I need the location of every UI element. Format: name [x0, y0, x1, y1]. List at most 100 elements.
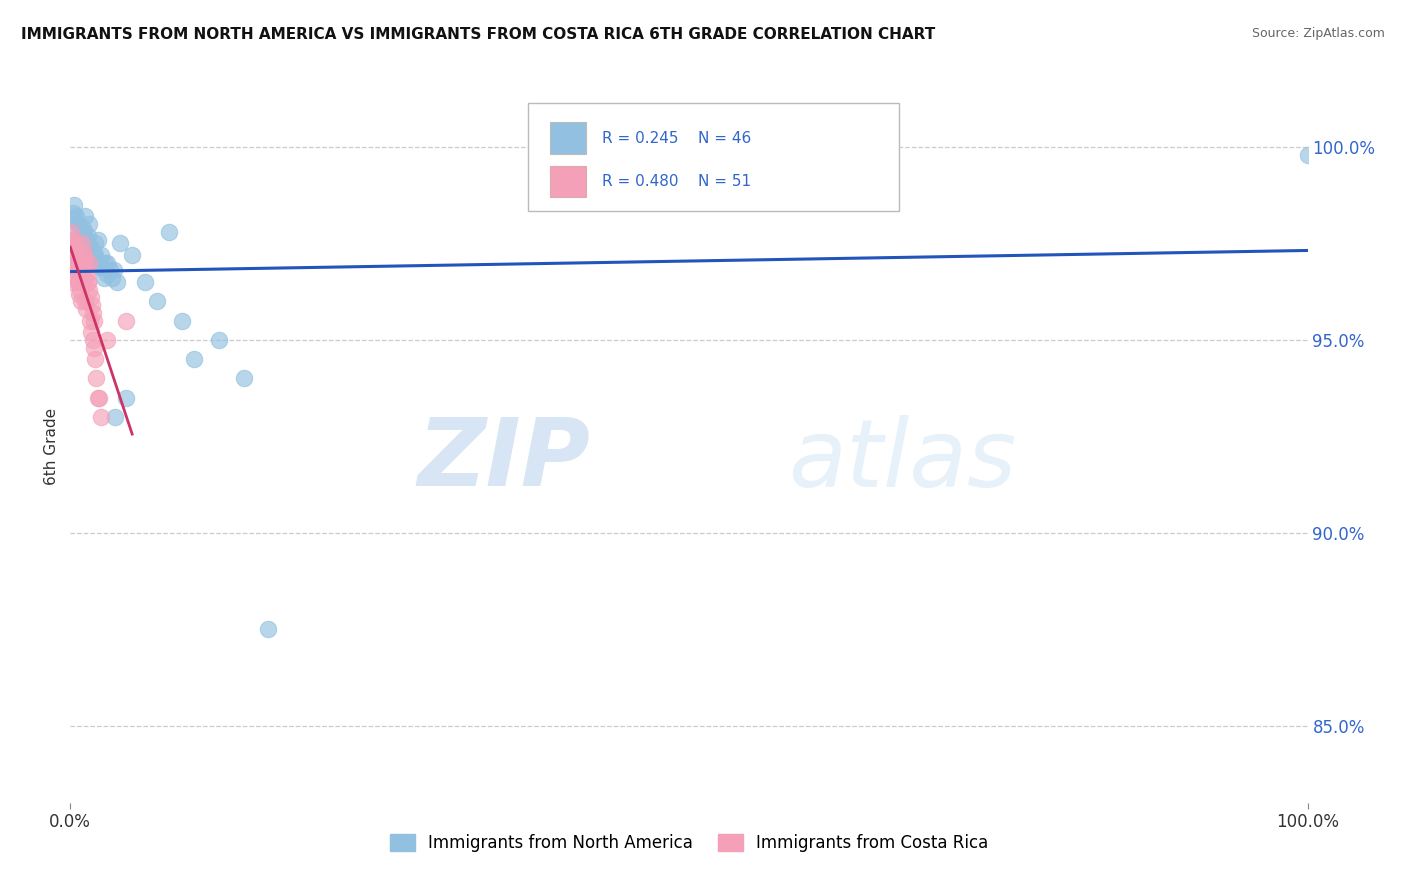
Point — [90, 410, 112, 425]
Point — [75, 260, 97, 274]
Point — [121, 248, 143, 262]
Point — [89, 256, 111, 270]
Point — [103, 263, 125, 277]
Text: IMMIGRANTS FROM NORTH AMERICA VS IMMIGRANTS FROM COSTA RICA 6TH GRADE CORRELATIO: IMMIGRANTS FROM NORTH AMERICA VS IMMIGRA… — [21, 27, 935, 42]
Point — [60, 240, 83, 254]
Point — [75, 210, 97, 224]
Point — [69, 283, 91, 297]
Point — [67, 286, 90, 301]
Point — [65, 210, 87, 224]
Point — [62, 248, 84, 262]
Point — [77, 217, 100, 231]
Point — [62, 256, 84, 270]
Text: ZIP: ZIP — [418, 414, 591, 507]
Point — [83, 313, 105, 327]
Point — [104, 410, 127, 425]
Point — [60, 233, 83, 247]
Point — [115, 313, 138, 327]
Point — [62, 240, 84, 254]
Point — [73, 248, 96, 262]
Point — [84, 352, 107, 367]
Point — [76, 228, 98, 243]
Point — [75, 301, 97, 316]
Point — [73, 252, 96, 266]
Point — [82, 244, 104, 259]
Point — [76, 268, 98, 282]
Point — [62, 205, 84, 219]
Point — [63, 256, 86, 270]
Point — [87, 391, 110, 405]
Point — [66, 263, 89, 277]
Point — [257, 622, 280, 636]
Point — [90, 248, 112, 262]
Text: R = 0.245    N = 46: R = 0.245 N = 46 — [602, 130, 752, 145]
Point — [63, 248, 86, 262]
Point — [1296, 148, 1319, 162]
Point — [86, 391, 108, 405]
Y-axis label: 6th Grade: 6th Grade — [44, 408, 59, 484]
Point — [79, 240, 101, 254]
Point — [101, 271, 124, 285]
Point — [63, 198, 86, 212]
Point — [91, 260, 114, 274]
Text: atlas: atlas — [787, 415, 1017, 506]
Point — [82, 333, 104, 347]
Point — [80, 325, 103, 339]
Point — [69, 233, 91, 247]
Point — [98, 263, 121, 277]
Point — [60, 233, 83, 247]
Point — [84, 236, 107, 251]
Point — [96, 333, 118, 347]
Point — [157, 225, 180, 239]
Point — [72, 244, 94, 259]
Point — [73, 225, 96, 239]
Point — [66, 217, 89, 231]
Point — [60, 275, 83, 289]
Point — [115, 391, 138, 405]
Point — [65, 236, 87, 251]
Point — [70, 263, 93, 277]
Point — [80, 298, 103, 312]
Point — [69, 294, 91, 309]
FancyBboxPatch shape — [550, 122, 586, 153]
Point — [65, 263, 87, 277]
Point — [65, 256, 87, 270]
Point — [59, 225, 82, 239]
Point — [75, 294, 97, 309]
Legend: Immigrants from North America, Immigrants from Costa Rica: Immigrants from North America, Immigrant… — [382, 827, 995, 859]
Point — [183, 352, 205, 367]
Point — [62, 248, 84, 262]
Point — [80, 291, 103, 305]
Point — [232, 371, 254, 385]
Point — [80, 244, 103, 259]
Point — [84, 371, 107, 385]
Point — [93, 271, 115, 285]
Point — [70, 236, 93, 251]
Point — [75, 233, 97, 247]
FancyBboxPatch shape — [550, 166, 586, 197]
Point — [96, 268, 118, 282]
Point — [69, 256, 91, 270]
Point — [72, 221, 94, 235]
Point — [134, 275, 156, 289]
Point — [77, 275, 100, 289]
Point — [94, 256, 117, 270]
Point — [86, 233, 108, 247]
Point — [67, 221, 90, 235]
Point — [87, 260, 110, 274]
Point — [170, 313, 193, 327]
Point — [65, 213, 87, 227]
Point — [208, 333, 231, 347]
Point — [83, 341, 105, 355]
Point — [84, 248, 107, 262]
Text: Source: ZipAtlas.com: Source: ZipAtlas.com — [1251, 27, 1385, 40]
Point — [79, 283, 101, 297]
Text: R = 0.480    N = 51: R = 0.480 N = 51 — [602, 174, 751, 189]
Point — [67, 275, 90, 289]
Point — [79, 313, 101, 327]
FancyBboxPatch shape — [529, 103, 900, 211]
Point — [72, 275, 94, 289]
Point — [77, 256, 100, 270]
Point — [66, 275, 89, 289]
Point — [76, 275, 98, 289]
